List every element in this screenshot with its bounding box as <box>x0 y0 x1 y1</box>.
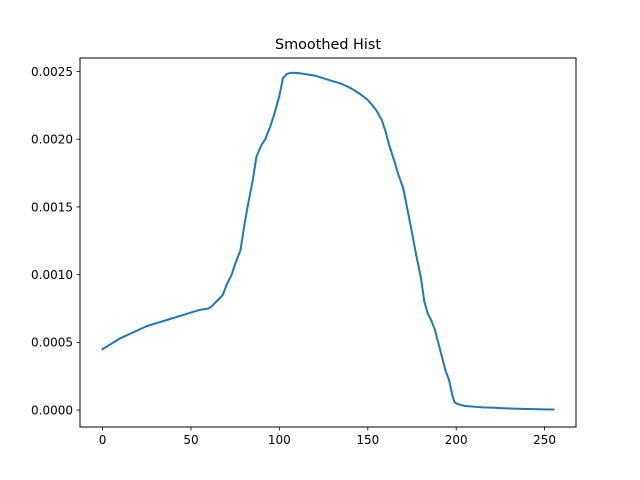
axes-frame <box>79 57 577 428</box>
x-tick-label: 250 <box>533 433 556 447</box>
y-tick-label: 0.0005 <box>31 336 73 350</box>
axes: 0 50 100 150 200 250 0.0000 0.0005 0.0010 0.0015 0… <box>31 57 577 447</box>
y-tick-label: 0.0025 <box>31 65 73 79</box>
y-tick-label: 0.0000 <box>31 403 73 417</box>
y-tick-label: 0.0010 <box>31 268 73 282</box>
chart-title: Smoothed Hist <box>275 37 381 53</box>
x-tick-label: 50 <box>183 433 198 447</box>
x-tick-label: 200 <box>445 433 468 447</box>
y-tick-label: 0.0015 <box>31 200 73 214</box>
series-line-0 <box>101 71 555 411</box>
x-tick-label: 150 <box>356 433 379 447</box>
x-tick-label: 100 <box>268 433 291 447</box>
x-tick-label: 0 <box>99 433 107 447</box>
y-tick-label: 0.0020 <box>31 133 73 147</box>
plot-area <box>101 71 555 411</box>
